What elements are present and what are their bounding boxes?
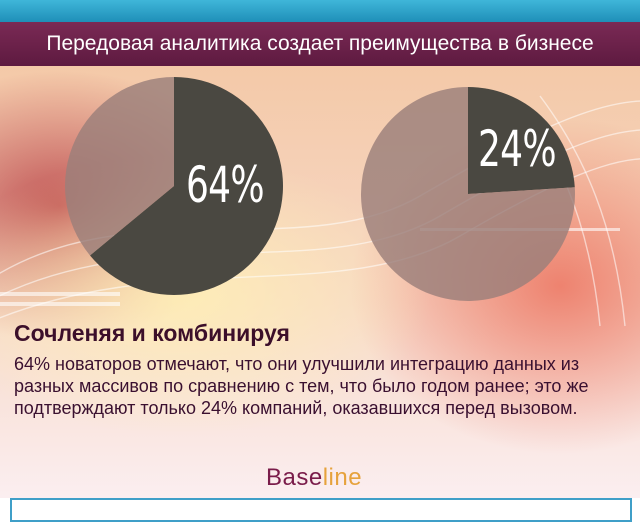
pie-chart-1: 64%	[64, 76, 284, 296]
pie-2-value-label: 24%	[478, 120, 557, 178]
pie-1-value-label: 64%	[186, 156, 265, 214]
baseline-logo: Baseline	[266, 464, 362, 492]
section-body: 64% новаторов отмечают, что они улучшили…	[14, 354, 589, 418]
charts-area: 64% 24%	[0, 66, 640, 326]
pie-chart-2: 24%	[360, 86, 576, 302]
pie-1-slice-2	[65, 77, 174, 256]
logo-part-line: line	[322, 464, 363, 491]
pie-2-slice-1	[468, 87, 575, 194]
text-block: Сочленяя и комбинируя 64% новаторов отме…	[14, 320, 614, 419]
section-subtitle: Сочленяя и комбинируя	[14, 320, 290, 346]
pie-chart-2-svg	[361, 87, 575, 301]
pie-chart-1-svg	[65, 77, 283, 295]
pie-1-slice-1	[90, 77, 283, 295]
top-stripe	[0, 0, 640, 22]
footer-box	[10, 498, 632, 522]
page-title: Передовая аналитика создает преимущества…	[0, 22, 640, 66]
logo-part-base: Base	[266, 464, 323, 491]
pie-2-slice-2	[361, 87, 575, 301]
